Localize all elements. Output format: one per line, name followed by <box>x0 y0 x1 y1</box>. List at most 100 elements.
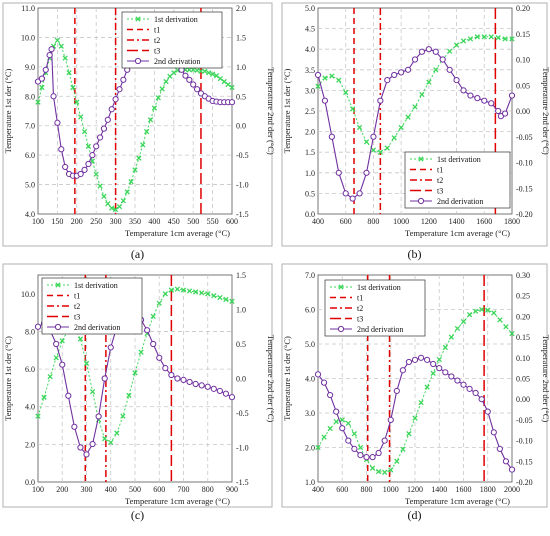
panel-caption: (b) <box>408 247 422 261</box>
data-point-1st-derivation <box>497 317 503 323</box>
data-point-1st-derivation <box>112 206 119 213</box>
data-point-2nd-derivation <box>335 169 342 176</box>
data-point-1st-derivation <box>151 105 158 111</box>
data-point-2nd-derivation <box>89 152 96 159</box>
data-point-1st-derivation <box>147 117 154 123</box>
data-point-2nd-derivation <box>424 356 431 363</box>
data-point-2nd-derivation <box>375 449 382 457</box>
y-axis-title: Temperature 1st der (°C) <box>3 68 13 153</box>
x-tick-label: 400 <box>148 217 160 226</box>
data-point-2nd-derivation <box>320 379 328 386</box>
x-tick-label: 900 <box>226 485 238 494</box>
y-tick-label: 9.0 <box>25 63 35 72</box>
x-tick-label: 350 <box>129 217 141 226</box>
legend-marker-2nd-derivation <box>54 323 62 331</box>
x-tick-label: 600 <box>340 217 352 226</box>
data-point-1st-derivation <box>168 287 175 293</box>
data-point-2nd-derivation <box>85 160 92 168</box>
data-point-1st-derivation <box>194 67 200 74</box>
y2-tick-label: -0.05 <box>516 416 533 425</box>
y2-tick-label: 0.25 <box>516 292 530 301</box>
data-point-1st-derivation <box>138 349 144 355</box>
data-point-1st-derivation <box>382 469 388 475</box>
data-point-1st-derivation <box>217 294 223 301</box>
data-point-1st-derivation <box>35 413 41 419</box>
data-point-2nd-derivation <box>467 92 474 99</box>
data-point-2nd-derivation <box>321 97 329 104</box>
data-point-2nd-derivation <box>77 444 84 451</box>
y-tick-label: 5.0 <box>305 340 315 349</box>
y-tick-label: 4.0 <box>25 210 35 219</box>
data-point-2nd-derivation <box>417 354 425 361</box>
data-point-2nd-derivation <box>186 76 193 83</box>
data-point-2nd-derivation <box>327 391 334 399</box>
data-point-2nd-derivation <box>150 340 157 348</box>
data-point-1st-derivation <box>93 171 99 177</box>
y-tick-label: 8.0 <box>25 327 35 336</box>
chart-panel-1: 100 150 200 250 300 350 400 450 500 550 600 4.0 5.0 6… <box>2 2 276 261</box>
data-point-1st-derivation <box>388 467 394 473</box>
data-point-1st-derivation <box>433 67 439 73</box>
data-point-2nd-derivation <box>460 381 467 388</box>
data-point-2nd-derivation <box>108 106 115 113</box>
data-point-1st-derivation <box>180 287 187 293</box>
legend-label: t1 <box>357 294 363 303</box>
data-point-1st-derivation <box>485 307 491 313</box>
legend-label: t1 <box>437 166 443 175</box>
y2-tick-label: -1.5 <box>236 478 249 487</box>
data-point-2nd-derivation <box>381 437 388 444</box>
data-point-1st-derivation <box>102 436 108 442</box>
data-point-2nd-derivation <box>478 396 485 403</box>
x-tick-label: 1400 <box>449 217 465 226</box>
data-point-2nd-derivation <box>216 387 223 395</box>
data-point-2nd-derivation <box>65 392 72 399</box>
x-tick-label: 1600 <box>476 217 492 226</box>
legend-label: t3 <box>437 187 443 196</box>
data-point-1st-derivation <box>466 312 473 318</box>
legend-label: t3 <box>357 315 363 324</box>
data-point-1st-derivation <box>509 36 515 42</box>
x-tick-label: 1200 <box>421 217 437 226</box>
data-point-1st-derivation <box>474 34 481 40</box>
data-point-2nd-derivation <box>89 440 96 448</box>
y-tick-label: 7.0 <box>25 122 35 131</box>
data-point-1st-derivation <box>356 124 363 131</box>
legend-label: 2nd derivation <box>74 323 120 332</box>
y2-tick-label: -0.15 <box>516 457 533 466</box>
data-point-2nd-derivation <box>168 371 175 379</box>
data-point-2nd-derivation <box>58 146 65 153</box>
data-point-2nd-derivation <box>77 170 84 178</box>
y-tick-label: 6.0 <box>25 151 35 160</box>
data-point-2nd-derivation <box>339 425 346 432</box>
data-point-1st-derivation <box>467 36 474 42</box>
data-point-2nd-derivation <box>501 110 509 117</box>
data-point-1st-derivation <box>105 201 111 207</box>
data-point-1st-derivation <box>62 55 68 61</box>
x-tick-label: 1800 <box>504 217 520 226</box>
data-point-2nd-derivation <box>446 66 453 73</box>
y2-tick-label: -0.5 <box>236 151 249 160</box>
data-point-1st-derivation <box>400 446 406 452</box>
data-point-2nd-derivation <box>314 71 322 79</box>
y-tick-label: 5.0 <box>25 181 35 190</box>
data-point-2nd-derivation <box>387 416 394 423</box>
data-point-1st-derivation <box>136 155 142 161</box>
data-point-1st-derivation <box>109 205 115 211</box>
data-point-1st-derivation <box>132 167 138 173</box>
data-point-1st-derivation <box>199 290 205 296</box>
x-tick-label: 250 <box>90 217 102 226</box>
y2-tick-label: 0.20 <box>516 312 530 321</box>
data-point-2nd-derivation <box>59 361 66 368</box>
data-point-2nd-derivation <box>351 445 358 452</box>
data-point-1st-derivation <box>370 147 377 153</box>
data-point-2nd-derivation <box>442 369 449 376</box>
data-point-2nd-derivation <box>432 48 439 55</box>
chart-panel-4: 400 600 800 1000 1200 1400 1600 1800 2000 1.0 2.0 3… <box>281 263 550 522</box>
data-point-1st-derivation <box>156 300 162 306</box>
legend-label: t3 <box>74 313 80 322</box>
y2-tick-label: -0.05 <box>516 133 533 142</box>
y-tick-label: 4.0 <box>25 403 35 412</box>
